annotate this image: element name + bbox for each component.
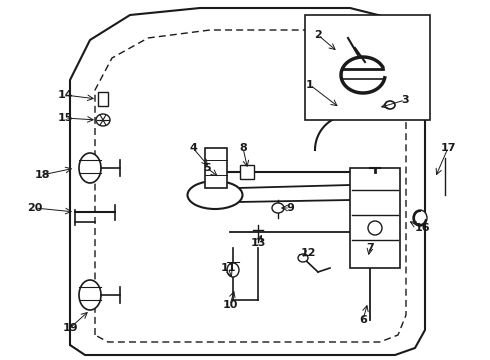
Ellipse shape	[96, 114, 110, 126]
Text: 7: 7	[366, 243, 374, 253]
Text: 5: 5	[203, 163, 211, 173]
Text: 8: 8	[239, 143, 247, 153]
Text: 9: 9	[286, 203, 294, 213]
Bar	[205, 148, 227, 188]
Text: 11: 11	[220, 263, 236, 273]
Ellipse shape	[188, 181, 243, 209]
Text: 1: 1	[306, 80, 314, 90]
Ellipse shape	[272, 203, 284, 213]
Text: 4: 4	[189, 143, 197, 153]
Text: 10: 10	[222, 300, 238, 310]
Text: 15: 15	[57, 113, 73, 123]
Ellipse shape	[227, 263, 239, 277]
Text: 2: 2	[314, 30, 322, 40]
Ellipse shape	[413, 210, 427, 226]
Bar	[350, 168, 400, 268]
Ellipse shape	[79, 153, 101, 183]
Bar	[98, 92, 108, 106]
Text: 16: 16	[414, 223, 430, 233]
Text: 12: 12	[300, 248, 316, 258]
Text: 17: 17	[440, 143, 456, 153]
Text: 14: 14	[57, 90, 73, 100]
Text: 20: 20	[27, 203, 43, 213]
Ellipse shape	[368, 221, 382, 235]
Bar	[240, 165, 254, 179]
Text: 3: 3	[401, 95, 409, 105]
Ellipse shape	[79, 280, 101, 310]
Bar	[305, 15, 430, 120]
Text: 18: 18	[34, 170, 50, 180]
Ellipse shape	[385, 101, 395, 109]
Ellipse shape	[298, 254, 308, 262]
Text: 13: 13	[250, 238, 266, 248]
Text: 19: 19	[62, 323, 78, 333]
Text: 6: 6	[359, 315, 367, 325]
